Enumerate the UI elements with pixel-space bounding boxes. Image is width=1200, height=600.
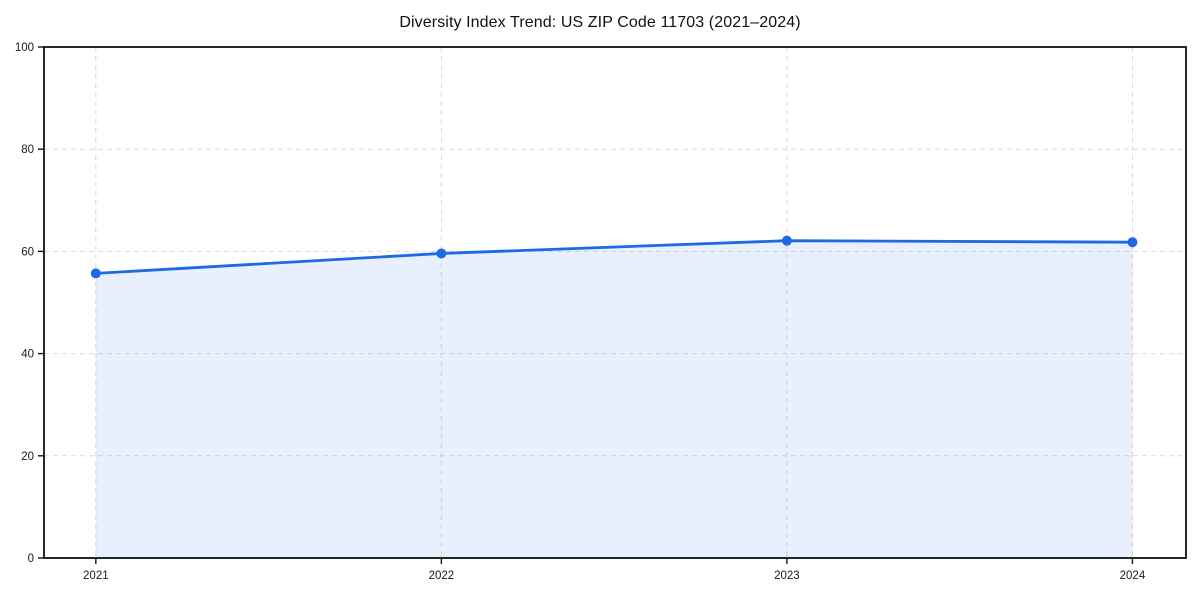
y-tick-label: 0 xyxy=(28,553,34,565)
data-point-2022 xyxy=(436,248,447,259)
x-tick-label: 2021 xyxy=(83,570,109,582)
x-tick-label: 2024 xyxy=(1120,570,1146,582)
x-tick-label: 2023 xyxy=(774,570,800,582)
data-point-2024 xyxy=(1127,237,1138,248)
y-tick-label: 40 xyxy=(21,349,34,361)
chart-title: Diversity Index Trend: US ZIP Code 11703… xyxy=(399,14,801,31)
area-fill xyxy=(95,240,1133,558)
y-tick-label: 20 xyxy=(21,451,34,463)
data-point-2021 xyxy=(90,268,101,279)
y-tick-label: 60 xyxy=(21,246,34,258)
trend-line xyxy=(94,239,1134,275)
x-tick-label: 2022 xyxy=(429,570,455,582)
plot-background xyxy=(44,47,1186,558)
plot-border xyxy=(43,46,1187,559)
data-point-2023 xyxy=(781,235,792,246)
y-tick-label: 80 xyxy=(21,144,34,156)
y-tick-label: 100 xyxy=(15,42,34,54)
